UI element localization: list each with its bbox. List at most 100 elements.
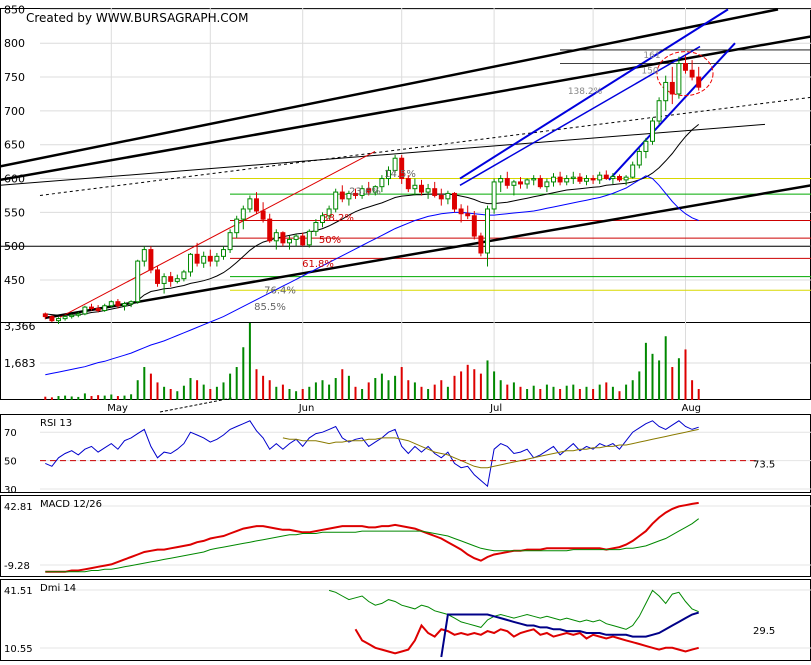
month-label: Jul [489, 403, 502, 414]
candle-body [207, 255, 213, 262]
candle [254, 192, 259, 214]
candle [683, 55, 688, 74]
candle [445, 190, 451, 205]
indicator-tick-label: 10.55 [4, 644, 33, 655]
candle [590, 175, 596, 184]
trend-line-extension [159, 397, 233, 413]
candle [320, 212, 325, 228]
candle [617, 174, 622, 182]
candle [141, 246, 147, 267]
candle [465, 205, 471, 220]
candle [663, 75, 669, 111]
candle [623, 175, 629, 186]
candle-body [425, 188, 431, 193]
indicator-line [328, 589, 699, 630]
candle-body [128, 301, 134, 305]
price-tick-label: 600 [4, 173, 25, 186]
candle-body [689, 69, 695, 78]
candle [188, 252, 193, 277]
candle-body [42, 313, 48, 318]
candle-body [293, 235, 299, 240]
indicator-title: RSI 13 [40, 418, 72, 429]
candle [531, 175, 537, 186]
candle [392, 154, 398, 174]
volume-tick-label: 3,366 [4, 320, 36, 333]
trend-line [459, 8, 729, 180]
candle-body [683, 62, 688, 71]
candle-body [663, 81, 669, 102]
candle-body [280, 232, 286, 244]
highlight-circle [656, 51, 714, 97]
candle [379, 175, 385, 193]
candle-body [617, 176, 622, 181]
candle-body [643, 140, 649, 152]
chart-credit: Created by WWW.BURSAGRAPH.COM [26, 11, 248, 25]
candle [676, 56, 682, 99]
price-tick-label: 650 [4, 139, 25, 152]
candle [89, 303, 94, 311]
candle [386, 166, 391, 186]
candle [511, 179, 517, 196]
trend-line [459, 45, 701, 186]
candle [636, 148, 642, 169]
candle-body [386, 169, 391, 180]
candle-body [544, 181, 550, 188]
candle [293, 234, 299, 247]
candle-body [62, 316, 68, 320]
candle [399, 154, 405, 184]
candle [267, 213, 273, 243]
candle [135, 259, 141, 304]
trend-line [0, 8, 779, 168]
candle [650, 117, 655, 145]
candle-body [511, 181, 517, 186]
candle-body [122, 303, 127, 307]
candle [432, 181, 438, 198]
month-label: Aug [682, 403, 702, 414]
candle [227, 229, 233, 253]
candle [221, 246, 226, 260]
candle [504, 171, 510, 189]
candle-body [273, 232, 279, 242]
candle [656, 97, 662, 125]
indicator-title: MACD 12/26 [40, 499, 102, 510]
candle [207, 249, 213, 267]
candle [161, 273, 167, 294]
candle [201, 251, 207, 268]
month-label: Jun [298, 403, 315, 414]
candle-body [478, 235, 484, 254]
candle [128, 300, 134, 308]
candle-body [392, 157, 398, 171]
candle-body [584, 178, 589, 182]
candle-body [194, 253, 200, 264]
candle [438, 188, 444, 206]
candle-body [260, 210, 266, 220]
candle-body [465, 213, 471, 217]
candle [181, 269, 187, 282]
candle-body [346, 192, 352, 200]
candle-body [247, 198, 253, 210]
candle-body [174, 278, 180, 282]
indicator-line [354, 623, 699, 655]
candle [603, 170, 609, 180]
candle [273, 229, 279, 250]
indicator-line [282, 428, 699, 469]
candle-body [372, 186, 378, 193]
indicator-line [440, 611, 699, 658]
candle-body [214, 255, 220, 262]
candle-body [485, 208, 490, 254]
candle-body [570, 176, 576, 180]
candle [300, 232, 306, 247]
candle-body [359, 188, 365, 196]
candle [689, 60, 695, 81]
candle-body [75, 313, 81, 316]
moving-average-line [45, 124, 700, 316]
candle [346, 190, 352, 206]
trend-line [0, 123, 766, 186]
candle [610, 173, 616, 184]
indicator-tick-label: -9.28 [4, 561, 30, 572]
candle [313, 219, 319, 237]
candle-body [326, 208, 332, 217]
candle [584, 175, 589, 186]
indicator-last-value: 29.5 [753, 626, 775, 637]
candle-body [491, 181, 497, 210]
